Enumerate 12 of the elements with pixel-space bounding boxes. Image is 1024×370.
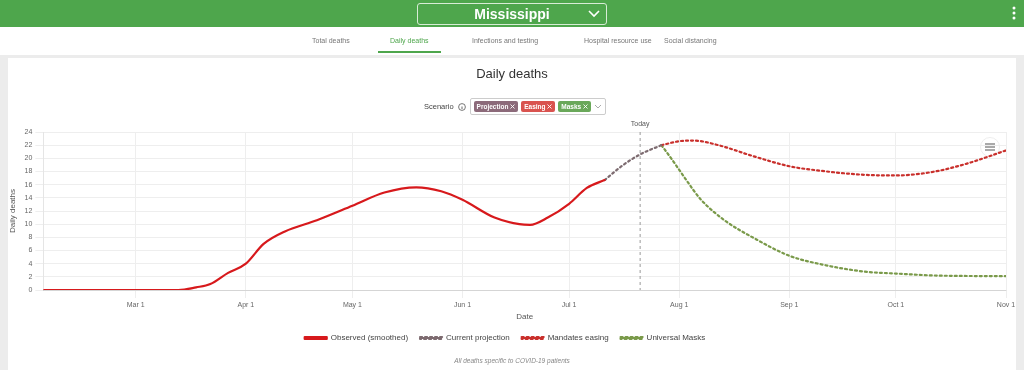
legend-label: Observed (smoothed): [330, 333, 409, 343]
text: Daily deaths: [8, 188, 17, 234]
x-axis-title: Date: [516, 312, 534, 322]
line-series: [603, 144, 663, 182]
text: Mississippi: [474, 6, 550, 22]
legend-label: Mandates easing: [547, 333, 609, 343]
line-series: [660, 139, 1006, 177]
legend-label: Current projection: [446, 333, 510, 343]
line-series: [43, 178, 606, 290]
legend-label: Universal Masks: [646, 333, 706, 343]
y-axis-title: Daily deaths: [475, 66, 549, 81]
line-series: [660, 144, 1006, 278]
